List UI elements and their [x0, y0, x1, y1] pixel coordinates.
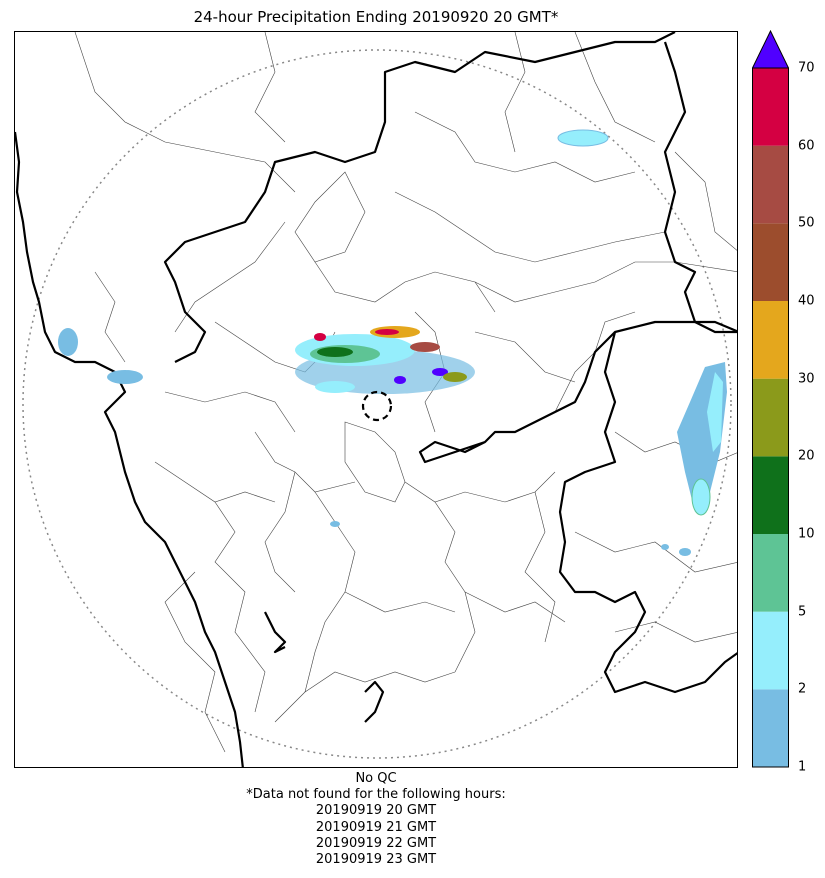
colorbar-segment [752, 534, 789, 612]
radar-range-ring [22, 49, 732, 759]
colorbar [752, 30, 789, 768]
map-title: 24-hour Precipitation Ending 20190920 20… [193, 8, 559, 26]
colorbar-segment [752, 456, 789, 534]
colorbar-segment [752, 301, 789, 379]
colorbar-segment [752, 378, 789, 457]
precipitation-areas [58, 129, 727, 556]
district-boundaries [74, 32, 737, 753]
colorbar-tick-label: 60 [798, 138, 815, 154]
colorbar-tick-label: 1 [798, 759, 807, 775]
colorbar-tick-label: 20 [798, 448, 815, 464]
radar-map-panel [14, 31, 738, 768]
colorbar-tick-label: 5 [798, 604, 807, 620]
missing-hour: 20190919 23 GMT [315, 852, 437, 868]
colorbar-tick-label: 2 [798, 681, 807, 697]
colorbar-segment [752, 689, 789, 767]
radar-site-marker [361, 390, 393, 422]
colorbar-tick-label: 40 [798, 293, 815, 309]
state-boundaries [15, 32, 737, 767]
qc-status: No QC [355, 771, 397, 786]
missing-hour: 20190919 21 GMT [315, 819, 437, 835]
colorbar-segment [752, 68, 789, 146]
colorbar-tick-label: 50 [798, 215, 815, 231]
missing-hour: 20190919 20 GMT [315, 803, 437, 819]
colorbar-extend-triangle [752, 30, 789, 69]
colorbar-tick-label: 30 [798, 371, 815, 387]
colorbar-segment [752, 223, 789, 301]
colorbar-tick-label: 10 [798, 526, 815, 542]
colorbar-tick-label: 70 [798, 60, 815, 76]
missing-data-note: *Data not found for the following hours: [246, 787, 506, 803]
colorbar-segment [752, 145, 789, 224]
radar-map [15, 32, 737, 767]
missing-hour: 20190919 22 GMT [315, 835, 437, 851]
footer-notes: No QC *Data not found for the following … [14, 771, 738, 868]
colorbar-segment [752, 611, 789, 690]
